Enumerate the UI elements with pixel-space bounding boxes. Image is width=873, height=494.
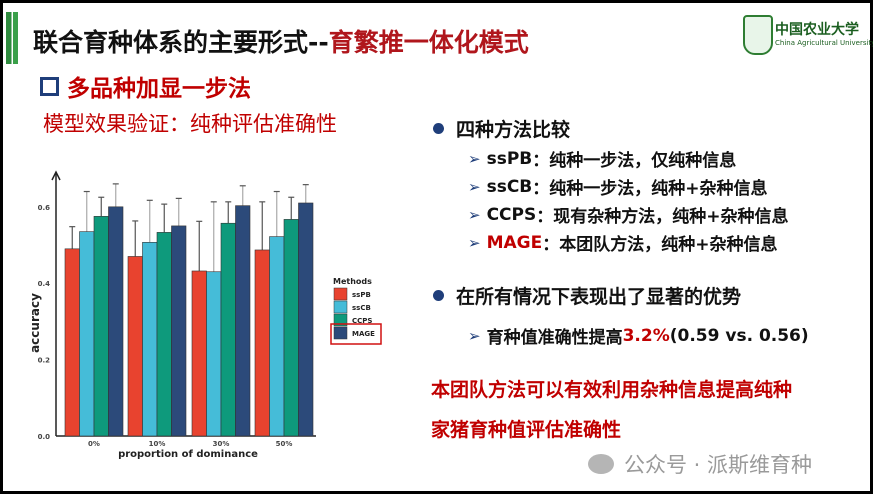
legend-label: MAGE [352, 330, 375, 338]
conclusion-line-2: 家猪育种值评估准确性 [431, 419, 622, 441]
method-item-sspb: ➢ ssPB ：纯种一步法，仅纯种信息 [468, 146, 737, 172]
bar-ccps [283, 219, 299, 437]
y-axis-arrow-icon [51, 170, 61, 181]
arrow-bullet-icon: ➢ [468, 177, 481, 196]
section-subtitle: 模型效果验证：纯种评估准确性 [43, 112, 337, 136]
legend-title: Methods [333, 277, 372, 286]
watermark-text: 公众号 · 派斯维育种 [624, 453, 813, 477]
legend-swatch [333, 300, 348, 314]
improvement-label: 育种值准确性提高 [486, 328, 623, 348]
square-bullet-icon [40, 76, 59, 96]
legend-swatch [333, 326, 348, 340]
x-axis-label: proportion of dominance [118, 449, 258, 460]
method-name: MAGE [486, 232, 543, 253]
method-desc: ：本团队方法，纯种+杂种信息 [542, 235, 778, 255]
section-heading: 多品种加显一步法 [40, 69, 251, 103]
accuracy-improvement: ➢ 育种值准确性提高 3.2% (0.59 vs. 0.56) [468, 323, 809, 349]
bullet-methods: 四种方法比较 [433, 115, 570, 142]
method-item-mage: ➢ MAGE ：本团队方法，纯种+杂种信息 [468, 230, 778, 256]
y-tick-label: 0.6 [38, 204, 51, 212]
bar-sscb [79, 231, 95, 437]
watermark: 公众号 · 派斯维育种 [588, 449, 812, 479]
method-desc: ：纯种一步法，纯种+杂种信息 [532, 179, 768, 199]
bar-mage [108, 206, 124, 437]
method-item-sscb: ➢ ssCB ：纯种一步法，纯种+杂种信息 [468, 174, 768, 200]
y-tick-label: 0.2 [38, 357, 51, 365]
bar-sscb [269, 236, 285, 437]
method-name: ssPB [486, 148, 533, 169]
y-tick-label: 0.4 [38, 280, 51, 288]
improvement-comparison: (0.59 vs. 0.56) [669, 325, 809, 346]
method-desc: ：现有杂种方法，纯种+杂种信息 [536, 207, 789, 227]
bar-ccps [220, 222, 236, 437]
slide-title: 联合育种体系的主要形式--育繁推一体化模式 [33, 23, 529, 59]
method-desc: ：纯种一步法，仅纯种信息 [532, 151, 737, 171]
title-accent-bar [6, 12, 18, 64]
arrow-bullet-icon: ➢ [468, 326, 481, 345]
bar-sspb [254, 249, 270, 437]
bar-sspb [64, 248, 80, 437]
improvement-value: 3.2% [622, 325, 670, 346]
bullet-dot-icon [433, 290, 444, 301]
university-logo: 中国农业大学 China Agricultural University [743, 15, 873, 59]
legend-label: CCPS [352, 317, 372, 325]
arrow-bullet-icon: ➢ [468, 233, 481, 252]
bar-mage [171, 225, 187, 437]
x-tick-label: 0% [88, 440, 100, 448]
bar-sspb [191, 270, 207, 437]
method-name: CCPS [486, 204, 537, 225]
legend-swatch [333, 313, 348, 327]
emblem-icon [743, 15, 773, 55]
bullet-dot-icon [433, 123, 444, 134]
bullet-text: 四种方法比较 [456, 119, 571, 141]
logo-cn: 中国农业大学 [775, 22, 859, 38]
x-tick-label: 30% [213, 440, 230, 448]
y-tick-label: 0.0 [38, 433, 51, 441]
bar-sscb [206, 271, 222, 437]
bar-ccps [156, 232, 172, 437]
conclusion-line-1: 本团队方法可以有效利用杂种信息提高纯种 [431, 379, 793, 401]
title-highlight: 育繁推一体化模式 [328, 28, 529, 57]
legend-label: ssPB [352, 291, 371, 299]
accuracy-bar-chart: 0.0 0.2 0.4 0.6 0% 10% 30% 50% proportion of dom… [28, 170, 382, 460]
bullet-text: 在所有情况下表现出了显著的优势 [456, 286, 742, 308]
wechat-icon [588, 454, 614, 474]
x-tick-label: 50% [276, 440, 293, 448]
bar-sscb [142, 242, 158, 437]
arrow-bullet-icon: ➢ [468, 205, 481, 224]
legend-swatch [333, 287, 348, 301]
bullet-advantage: 在所有情况下表现出了显著的优势 [433, 282, 741, 309]
bar-ccps [93, 216, 109, 437]
x-tick-label: 10% [149, 440, 166, 448]
method-item-ccps: ➢ CCPS ：现有杂种方法，纯种+杂种信息 [468, 202, 789, 228]
bar-mage [235, 205, 251, 437]
bar-sspb [127, 256, 143, 437]
legend-highlight-box [330, 323, 382, 345]
y-axis-label: accuracy [28, 293, 42, 353]
heading-text: 多品种加显一步法 [67, 76, 251, 102]
bar-mage [298, 202, 314, 437]
arrow-bullet-icon: ➢ [468, 149, 481, 168]
method-name: ssCB [486, 176, 533, 197]
slide: 联合育种体系的主要形式--育繁推一体化模式 中国农业大学 China Agric… [3, 3, 873, 491]
title-main: 联合育种体系的主要形式-- [33, 28, 329, 57]
logo-en: China Agricultural University [775, 39, 873, 47]
legend-label: ssCB [352, 304, 371, 312]
